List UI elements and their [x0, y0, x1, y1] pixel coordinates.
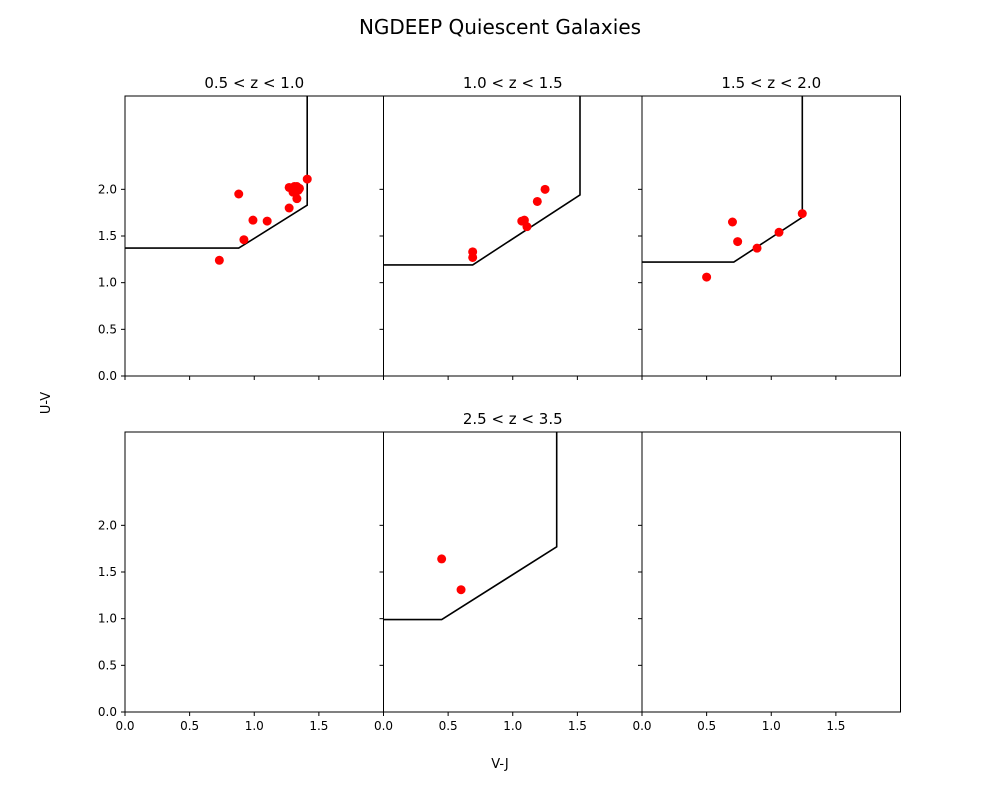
panel-6-xtick-label-1: 0.5	[697, 719, 716, 733]
panel-1-point-2	[239, 235, 249, 245]
panel-2-point-5	[532, 196, 542, 206]
panel-4: 0.0 0.5 1.0 1.5 2.0 0.0 0.5 1.0 1.5	[98, 431, 384, 733]
panel-2-point-4	[522, 222, 532, 232]
panel-1-point-14	[294, 183, 304, 193]
panel-5: 2.5 < z < 3.5 0.0 0.5 1.0 1.5	[374, 410, 643, 733]
panel-5-xtick-label-3: 1.5	[568, 719, 587, 733]
panel-3-point-0	[702, 272, 712, 282]
panel-2: 1.0 < z < 1.5	[379, 74, 643, 380]
panel-1-ytick-label-4: 2.0	[98, 182, 117, 196]
panel-4-ytick-label-1: 0.5	[98, 658, 117, 672]
panel-1: 0.5 < z < 1.0 0.0 0.5 1.0 1.5 2.0	[98, 74, 384, 383]
panel-1-point-0	[214, 255, 224, 265]
panel-4-ytick-label-3: 1.5	[98, 565, 117, 579]
panel-4-xtick-label-3: 1.5	[309, 719, 328, 733]
panel-5-xtick-label-2: 1.0	[503, 719, 522, 733]
panel-2-title: 1.0 < z < 1.5	[463, 74, 563, 92]
panel-1-point-1	[234, 189, 244, 199]
suptitle: NGDEEP Quiescent Galaxies	[359, 15, 641, 39]
panel-1-ytick-label-2: 1.0	[98, 276, 117, 290]
panel-3-selection-boundary	[642, 96, 804, 263]
panel-5-point-0	[437, 554, 447, 564]
panel-1-ytick-label-1: 0.5	[98, 322, 117, 336]
panel-1-point-15	[302, 174, 312, 184]
panel-6-xtick-label-2: 1.0	[762, 719, 781, 733]
panel-1-ytick-label-0: 0.0	[98, 369, 117, 383]
panel-5-point-1	[456, 585, 466, 595]
panel-5-frame	[383, 431, 643, 713]
panel-5-title: 2.5 < z < 3.5	[463, 410, 563, 428]
panel-2-frame	[383, 95, 643, 377]
panel-6-frame	[641, 431, 901, 713]
panel-1-point-11	[292, 194, 302, 204]
panel-4-ytick-label-2: 1.0	[98, 612, 117, 626]
panel-3-point-2	[733, 237, 743, 247]
panel-4-ytick-label-0: 0.0	[98, 705, 117, 719]
panel-4-xtick-label-1: 0.5	[180, 719, 199, 733]
panel-1-title: 0.5 < z < 1.0	[204, 74, 304, 92]
panel-1-frame	[124, 95, 384, 377]
panel-1-ytick-label-3: 1.5	[98, 229, 117, 243]
panel-3-point-4	[774, 227, 784, 237]
panel-3: 1.5 < z < 2.0	[638, 74, 901, 380]
panel-3-point-3	[752, 243, 762, 253]
panels: 0.5 < z < 1.0 0.0 0.5 1.0 1.5 2.0 1.0 < z < 1.…	[98, 74, 901, 733]
panel-3-title: 1.5 < z < 2.0	[721, 74, 821, 92]
panel-6: 0.0 0.5 1.0 1.5	[632, 431, 901, 733]
panel-3-frame	[641, 95, 901, 377]
panel-6-xtick-label-0: 0.0	[632, 719, 651, 733]
panel-4-frame	[124, 431, 384, 713]
panel-5-xtick-label-1: 0.5	[439, 719, 458, 733]
y-axis-label: U-V	[39, 392, 54, 414]
panel-2-point-1	[468, 247, 478, 257]
panel-1-point-4	[262, 216, 272, 226]
panel-6-xtick-label-3: 1.5	[826, 719, 845, 733]
panel-3-point-5	[797, 209, 807, 219]
panel-3-point-1	[727, 217, 737, 227]
panel-5-selection-boundary	[383, 432, 558, 621]
panel-1-point-3	[248, 215, 258, 225]
x-axis-label: V-J	[491, 757, 508, 772]
panel-4-xtick-label-0: 0.0	[115, 719, 134, 733]
panel-4-ytick-label-4: 2.0	[98, 518, 117, 532]
panel-1-selection-boundary	[125, 96, 309, 249]
panel-2-selection-boundary	[383, 96, 581, 266]
panel-4-xtick-label-2: 1.0	[245, 719, 264, 733]
panel-5-xtick-label-0: 0.0	[374, 719, 393, 733]
panel-2-point-6	[540, 184, 550, 194]
panel-1-point-5	[284, 203, 294, 213]
